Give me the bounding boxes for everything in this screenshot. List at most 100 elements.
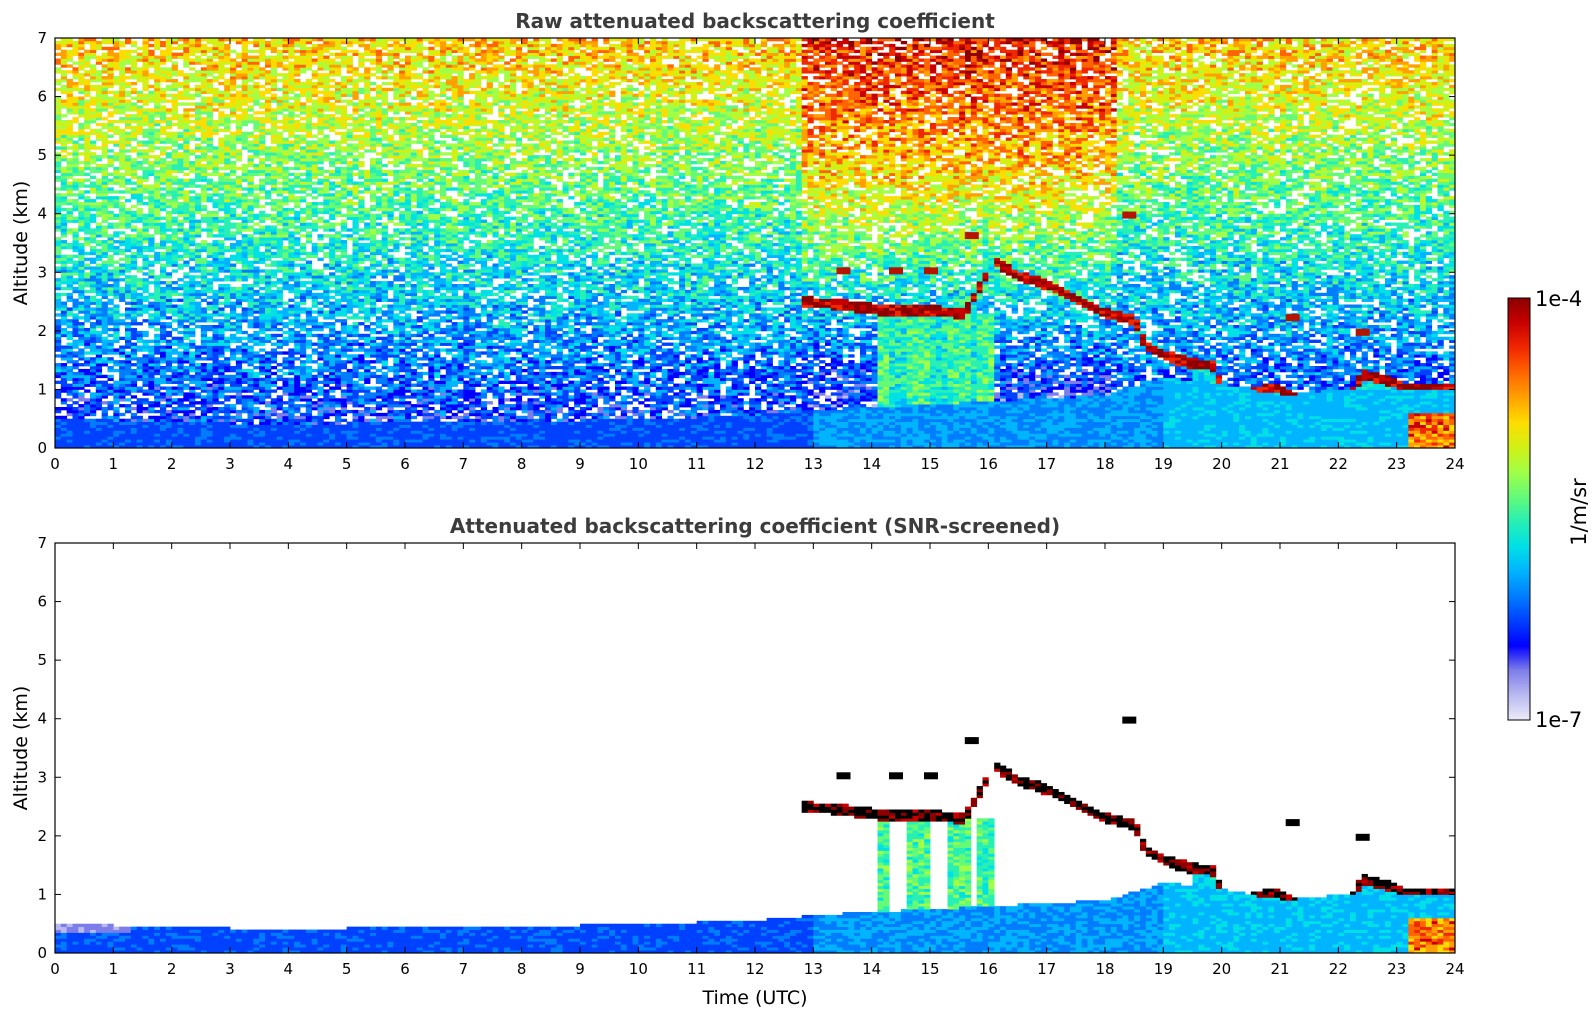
heatmap-cell <box>125 269 131 272</box>
heatmap-cell <box>96 252 102 255</box>
heatmap-cell <box>73 108 79 111</box>
heatmap-cell <box>113 214 119 217</box>
heatmap-cell <box>67 132 73 135</box>
heatmap-cell <box>131 275 137 278</box>
heatmap-cell <box>67 404 73 407</box>
heatmap-cell <box>67 202 73 205</box>
heatmap-cell <box>84 196 90 199</box>
heatmap-cell <box>102 381 108 384</box>
heatmap-cell <box>55 416 61 419</box>
heatmap-cell <box>102 41 108 44</box>
heatmap-cell <box>61 179 67 182</box>
heatmap-cell <box>131 378 137 381</box>
heatmap-cell <box>67 313 73 316</box>
heatmap-cell <box>119 73 125 76</box>
heatmap-cell <box>119 436 125 439</box>
heatmap-cell <box>102 325 108 328</box>
heatmap-cell <box>61 100 67 103</box>
heatmap-cell <box>55 246 61 249</box>
heatmap-cell <box>131 387 137 390</box>
heatmap-cell <box>131 363 137 366</box>
heatmap-cell <box>78 428 84 431</box>
heatmap-cell <box>131 196 137 199</box>
heatmap-cell <box>55 170 61 173</box>
heatmap-cell <box>102 231 108 234</box>
heatmap-cell <box>119 337 125 340</box>
heatmap-cell <box>78 143 84 146</box>
heatmap-cell <box>90 331 96 334</box>
heatmap-cell <box>119 149 125 152</box>
heatmap-cell <box>125 375 131 378</box>
heatmap-cell <box>125 179 131 182</box>
heatmap-cell <box>90 422 96 425</box>
heatmap-cell <box>55 164 61 167</box>
heatmap-cell <box>67 372 73 375</box>
heatmap-cell <box>61 430 67 433</box>
heatmap-cell <box>73 41 79 44</box>
heatmap-cell <box>78 79 84 82</box>
heatmap-cell <box>102 389 108 392</box>
heatmap-cell <box>131 234 137 237</box>
heatmap-cell <box>67 442 73 445</box>
heatmap-cell <box>131 88 137 91</box>
heatmap-cell <box>67 261 73 264</box>
heatmap-cell <box>84 91 90 94</box>
heatmap-cell <box>90 307 96 310</box>
heatmap-cell <box>131 217 137 220</box>
heatmap-cell <box>131 419 137 422</box>
heatmap-cell <box>108 422 114 425</box>
panel1-title: Raw attenuated backscattering coefficien… <box>515 9 995 33</box>
heatmap-cell <box>67 272 73 275</box>
heatmap-cell <box>67 64 73 67</box>
heatmap-cell <box>90 217 96 220</box>
heatmap-cell <box>73 102 79 105</box>
heatmap-cell <box>102 53 108 56</box>
heatmap-cell <box>55 102 61 105</box>
heatmap-cell <box>113 360 119 363</box>
heatmap-cell <box>67 430 73 433</box>
heatmap-cell <box>113 331 119 334</box>
heatmap-cell <box>84 372 90 375</box>
heatmap-cell <box>84 334 90 337</box>
heatmap-cell <box>61 199 67 202</box>
heatmap-cell <box>119 252 125 255</box>
heatmap-cell <box>90 325 96 328</box>
heatmap-cell <box>96 407 102 410</box>
heatmap-cell <box>78 196 84 199</box>
heatmap-cell <box>67 152 73 155</box>
heatmap-cell <box>96 146 102 149</box>
heatmap-cell <box>113 389 119 392</box>
heatmap-cell <box>96 61 102 64</box>
heatmap-cell <box>55 281 61 284</box>
heatmap-cell <box>84 296 90 299</box>
heatmap-cell <box>108 237 114 240</box>
heatmap-cell <box>96 205 102 208</box>
heatmap-cell <box>102 56 108 59</box>
heatmap-cell <box>84 346 90 349</box>
heatmap-cell <box>67 360 73 363</box>
heatmap-cell <box>96 208 102 211</box>
heatmap-cell <box>102 348 108 351</box>
heatmap-cell <box>131 41 137 44</box>
heatmap-cell <box>78 354 84 357</box>
heatmap-cell <box>108 214 114 217</box>
heatmap-cell <box>67 170 73 173</box>
heatmap-cell <box>119 146 125 149</box>
heatmap-cell <box>108 261 114 264</box>
heatmap-cell <box>137 430 143 433</box>
heatmap-cell <box>78 316 84 319</box>
heatmap-cell <box>84 73 90 76</box>
heatmap-cell <box>113 307 119 310</box>
heatmap-cell <box>119 346 125 349</box>
heatmap-cell <box>96 41 102 44</box>
heatmap-cell <box>90 158 96 161</box>
heatmap-cell <box>67 331 73 334</box>
figure: Raw attenuated backscattering coefficien… <box>0 0 1595 1020</box>
heatmap-cell <box>84 240 90 243</box>
heatmap-cell <box>55 261 61 264</box>
heatmap-cell <box>131 50 137 53</box>
heatmap-cell <box>102 217 108 220</box>
heatmap-cell <box>61 202 67 205</box>
heatmap-cell <box>108 346 114 349</box>
heatmap-cell <box>78 340 84 343</box>
